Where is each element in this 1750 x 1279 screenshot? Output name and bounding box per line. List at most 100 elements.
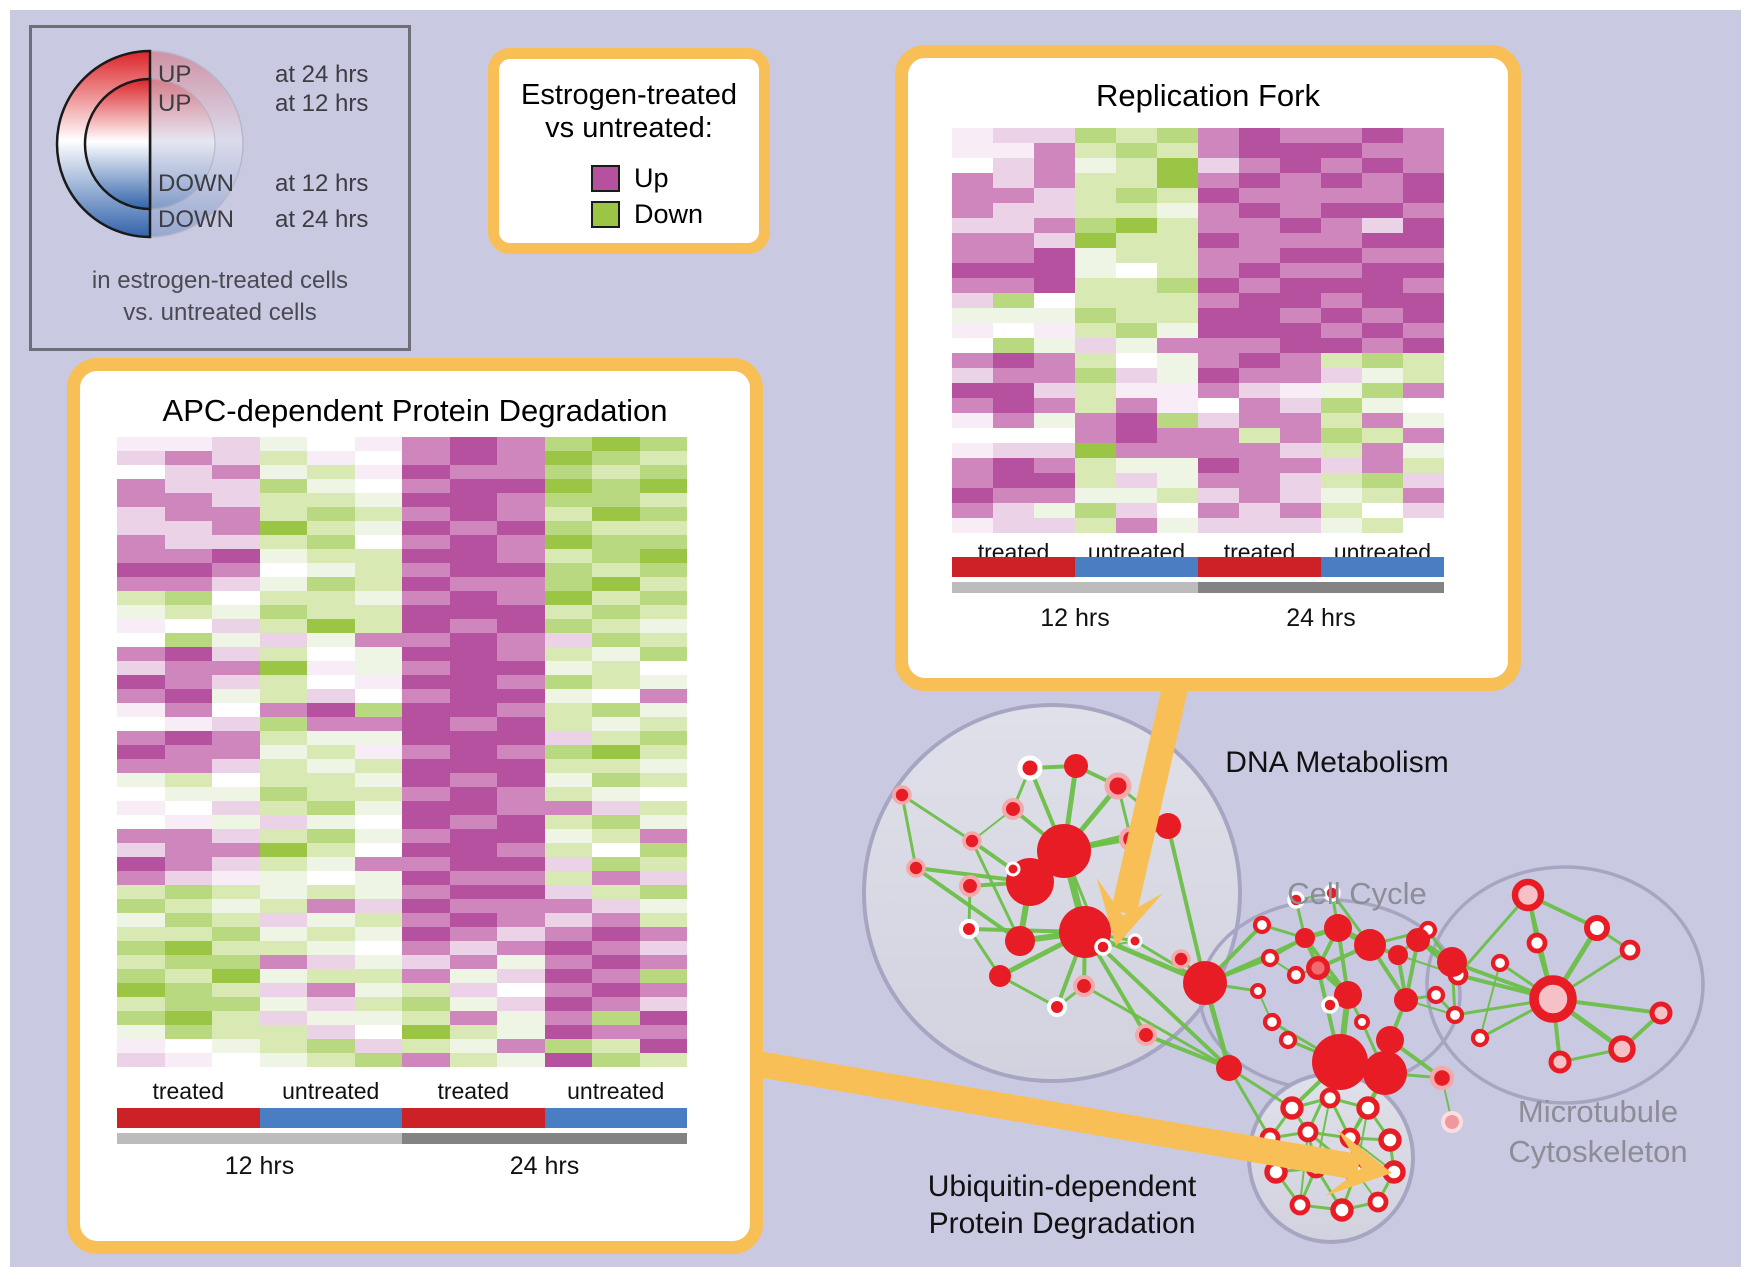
heatmap-row <box>117 927 687 941</box>
heatmap-cell <box>402 1039 450 1053</box>
heatmap-cell <box>1362 173 1403 188</box>
heatmap-cell <box>259 759 307 773</box>
heatmap-row <box>117 661 687 675</box>
heatmap-cell <box>1075 188 1116 203</box>
heatmap-cell <box>212 745 260 759</box>
heatmap-cell <box>117 829 165 843</box>
heatmap-cell <box>402 647 450 661</box>
heatmap-cell <box>117 493 165 507</box>
heatmap-cell <box>639 773 687 787</box>
heatmap-cell <box>164 661 212 675</box>
heatmap-cell <box>402 661 450 675</box>
heatmap-cell <box>1075 278 1116 293</box>
heatmap-cell <box>1116 488 1157 503</box>
heatmap-cell <box>212 675 260 689</box>
heatmap-cell <box>212 1053 260 1067</box>
heatmap-cell <box>497 633 545 647</box>
apc-untreated-bar-12 <box>259 1108 402 1128</box>
heatmap-cell <box>402 1053 450 1067</box>
heatmap-cell <box>164 647 212 661</box>
heatmap-cell <box>1034 188 1075 203</box>
heatmap-cell <box>1362 128 1403 143</box>
heatmap-cell <box>1362 278 1403 293</box>
heatmap-cell <box>259 661 307 675</box>
heatmap-cell <box>1362 458 1403 473</box>
heatmap-cell <box>1034 383 1075 398</box>
heatmap-cell <box>1239 248 1280 263</box>
heatmap-cell <box>592 521 640 535</box>
heatmap-row <box>117 1011 687 1025</box>
heatmap-row <box>952 173 1444 188</box>
heatmap-cell <box>307 885 355 899</box>
heatmap-cell <box>117 689 165 703</box>
heatmap-cell <box>307 1039 355 1053</box>
heatmap-cell <box>1075 338 1116 353</box>
heatmap-cell <box>402 941 450 955</box>
heatmap-cell <box>1239 278 1280 293</box>
heatmap-cell <box>1362 143 1403 158</box>
ring-legend-up12-term: UP <box>158 90 192 117</box>
apc-group-untreated-24: untreated <box>567 1078 665 1104</box>
heatmap-cell <box>402 843 450 857</box>
heatmap-cell <box>354 843 402 857</box>
heatmap-cell <box>212 843 260 857</box>
heatmap-cell <box>449 843 497 857</box>
heatmap-cell <box>592 619 640 633</box>
heatmap-cell <box>307 675 355 689</box>
heatmap-cell <box>544 465 592 479</box>
heatmap-cell <box>212 801 260 815</box>
heatmap-cell <box>544 451 592 465</box>
heatmap-cell <box>1321 323 1362 338</box>
heatmap-cell <box>354 801 402 815</box>
heatmap-cell <box>402 731 450 745</box>
heatmap-cell <box>1198 443 1239 458</box>
heatmap-cell <box>212 941 260 955</box>
heatmap-cell <box>1362 368 1403 383</box>
heatmap-cell <box>592 703 640 717</box>
heatmap-cell <box>952 353 993 368</box>
heatmap-cell <box>402 745 450 759</box>
heatmap-cell <box>952 173 993 188</box>
heatmap-cell <box>402 591 450 605</box>
heatmap-row <box>117 941 687 955</box>
heatmap-cell <box>164 969 212 983</box>
heatmap-cell <box>544 731 592 745</box>
heatmap-cell <box>639 717 687 731</box>
heatmap-row <box>117 773 687 787</box>
heatmap-cell <box>212 437 260 451</box>
heatmap-cell <box>117 801 165 815</box>
heatmap-cell <box>402 871 450 885</box>
heatmap-cell <box>497 969 545 983</box>
heatmap-cell <box>497 451 545 465</box>
rf-time-labels: 12 hrs 24 hrs <box>952 604 1444 633</box>
heatmap-cell <box>1116 248 1157 263</box>
heatmap-cell <box>1280 413 1321 428</box>
heatmap-row <box>952 188 1444 203</box>
heatmap-cell <box>1075 233 1116 248</box>
heatmap-row <box>117 507 687 521</box>
heatmap-cell <box>639 885 687 899</box>
heatmap-cell <box>544 927 592 941</box>
heatmap-cell <box>402 619 450 633</box>
heatmap-cell <box>544 913 592 927</box>
heatmap-cell <box>259 591 307 605</box>
heatmap-cell <box>544 955 592 969</box>
heatmap-cell <box>1403 518 1444 533</box>
heatmap-cell <box>307 717 355 731</box>
heatmap-cell <box>402 717 450 731</box>
heatmap-cell <box>164 843 212 857</box>
heatmap-cell <box>164 1011 212 1025</box>
heatmap-cell <box>164 549 212 563</box>
heatmap-row <box>117 745 687 759</box>
heatmap-cell <box>497 955 545 969</box>
heatmap-cell <box>592 675 640 689</box>
heatmap-cell <box>1034 338 1075 353</box>
heatmap-cell <box>1075 518 1116 533</box>
heatmap-cell <box>307 787 355 801</box>
heatmap-cell <box>993 473 1034 488</box>
heatmap-cell <box>212 927 260 941</box>
heatmap-cell <box>307 591 355 605</box>
heatmap-cell <box>164 577 212 591</box>
heatmap-cell <box>402 773 450 787</box>
heatmap-cell <box>259 1039 307 1053</box>
